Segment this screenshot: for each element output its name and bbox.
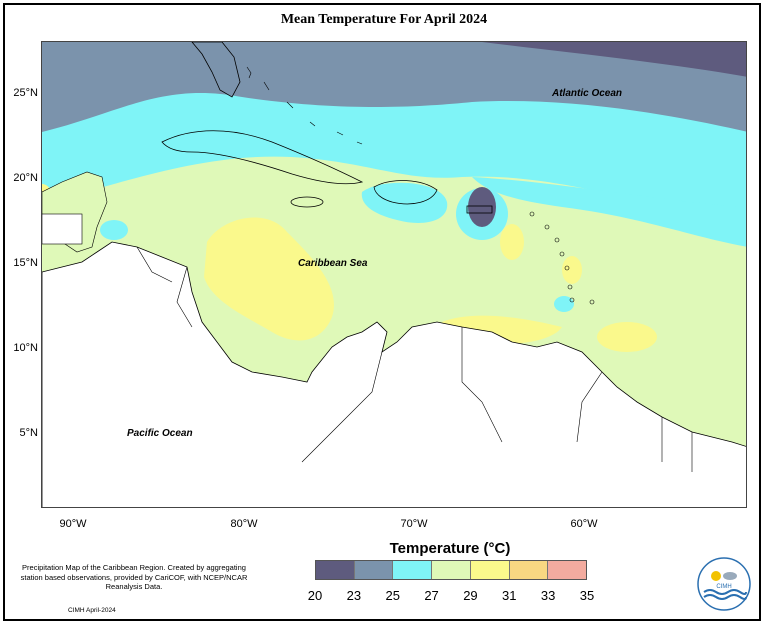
- temp-band-20-23: [482, 42, 746, 77]
- temp-pocket-belize: [100, 220, 128, 240]
- land-central-south-america: [42, 241, 746, 507]
- legend-title: Temperature (°C): [389, 540, 511, 557]
- land-florida: [191, 42, 241, 98]
- lat-tick: 5°N: [19, 427, 38, 439]
- map-description: Precipitation Map of the Caribbean Regio…: [20, 563, 248, 591]
- label-atlantic-ocean: Atlantic Ocean: [552, 88, 623, 99]
- lon-tick: 70°W: [400, 518, 428, 530]
- land-bahamas: [246, 66, 363, 145]
- svg-text:CIMH: CIMH: [716, 584, 731, 590]
- temp-pocket-trinidad: [554, 296, 574, 312]
- legend-swatch: [393, 561, 433, 579]
- legend-break-label: 23: [346, 588, 362, 603]
- temperature-map: [42, 42, 746, 507]
- cimh-logo: CIMH: [697, 557, 751, 611]
- land-lesser-antilles: [529, 211, 595, 305]
- legend-swatch: [354, 561, 394, 579]
- lat-tick: 25°N: [13, 87, 38, 99]
- legend-color-bar: [315, 560, 587, 580]
- lat-tick: 15°N: [13, 257, 38, 269]
- lat-tick: 20°N: [13, 172, 38, 184]
- temp-pocket-hispaniola: [361, 182, 448, 223]
- legend-swatch: [548, 561, 587, 579]
- temp-band-25-27-east: [472, 177, 746, 247]
- land-cuba: [161, 130, 364, 185]
- land-mexico-block: [42, 213, 83, 245]
- legend-break-label: 35: [579, 588, 595, 603]
- credit-text: CIMH April-2024: [68, 607, 116, 614]
- temp-pocket-pr-inner: [468, 187, 496, 227]
- legend-break-label: 33: [540, 588, 556, 603]
- land-borders: [136, 246, 693, 472]
- legend-swatch: [470, 561, 510, 579]
- legend-break-label: 20: [307, 588, 323, 603]
- legend-break-label: 27: [424, 588, 439, 603]
- legend-break-label: 31: [502, 588, 517, 603]
- legend-break-label: 29: [463, 588, 478, 603]
- temp-pocket-central-caribbean: [204, 217, 334, 341]
- land-jamaica: [290, 196, 324, 208]
- temp-pocket-lesser-antilles: [562, 256, 582, 284]
- lon-tick: 80°W: [230, 518, 258, 530]
- label-pacific-ocean: Pacific Ocean: [127, 428, 193, 439]
- legend-swatch: [316, 561, 355, 579]
- temp-pocket-atlantic: [597, 322, 657, 352]
- lat-tick: 10°N: [13, 342, 38, 354]
- map-panel[interactable]: [41, 41, 747, 508]
- lon-tick: 90°W: [59, 518, 87, 530]
- land-hispaniola: [373, 180, 438, 205]
- figure-frame: [3, 3, 761, 621]
- temp-pocket-east: [500, 224, 524, 260]
- map-title: Mean Temperature For April 2024: [280, 12, 488, 27]
- legend-break-label: 25: [385, 588, 400, 603]
- legend-swatch: [509, 561, 549, 579]
- land-puerto-rico: [466, 205, 493, 214]
- label-caribbean-sea: Caribbean Sea: [298, 258, 368, 269]
- legend-swatch: [432, 561, 471, 579]
- lon-tick: 60°W: [570, 518, 598, 530]
